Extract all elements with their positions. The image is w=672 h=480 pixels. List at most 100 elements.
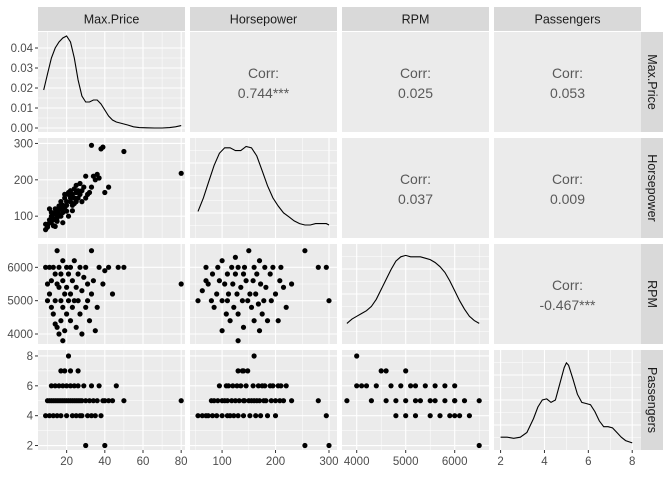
scatter-point — [67, 383, 74, 389]
scatter-point — [223, 311, 229, 317]
scatter-point — [83, 173, 89, 179]
scatter-point — [106, 264, 112, 270]
strip-top-max-price: Max.Price — [38, 7, 185, 31]
scatter-point — [258, 413, 264, 419]
scatter-point — [268, 298, 274, 304]
corr-value: 0.053 — [550, 85, 585, 101]
scatter-point — [267, 271, 273, 277]
scatter-point — [255, 301, 261, 307]
scatter-point — [46, 291, 53, 297]
scatter-point — [219, 298, 225, 304]
panel-background — [38, 138, 185, 238]
scatter-point — [326, 298, 332, 304]
scatter-point — [403, 398, 409, 404]
panel-horsepower-max-price — [38, 138, 185, 238]
scatter-point — [46, 206, 53, 212]
strip-right-passengers: Passengers — [641, 350, 663, 450]
scatter-point — [79, 199, 85, 205]
scatter-point — [432, 383, 438, 389]
scatter-point — [83, 264, 89, 270]
panel-rpm-passengers — [494, 244, 641, 344]
scatter-point — [102, 398, 108, 404]
y-tick-label: 300 — [14, 138, 33, 150]
scatter-point — [46, 413, 53, 419]
scatter-point — [280, 284, 287, 290]
panel-max-price-passengers — [494, 32, 641, 132]
scatter-point — [215, 398, 221, 404]
scatter-point — [58, 318, 64, 324]
strip-background — [641, 32, 663, 132]
x-tick-label: 4 — [541, 456, 548, 468]
scatter-point — [216, 278, 222, 284]
scatter-point — [56, 383, 62, 389]
scatter-point — [88, 413, 95, 419]
scatter-point — [56, 264, 62, 270]
scatter-point — [427, 413, 433, 419]
scatter-point — [272, 291, 279, 297]
scatter-point — [102, 442, 108, 449]
scatter-point — [92, 328, 98, 334]
scatter-point — [354, 353, 360, 359]
scatter-point — [280, 398, 287, 404]
scatter-point — [52, 298, 58, 304]
scatter-point — [52, 321, 58, 327]
scatter-point — [224, 298, 230, 304]
scatter-point — [77, 264, 83, 270]
y-tick-label: 8 — [27, 351, 33, 363]
strip-label: RPM — [645, 280, 659, 308]
scatter-point — [234, 291, 240, 297]
scatter-point — [268, 398, 274, 404]
y-tick-label: 0.04 — [11, 43, 34, 55]
scatter-point — [215, 264, 221, 270]
scatter-point — [79, 288, 85, 294]
scatter-point — [178, 170, 184, 176]
y-tick-label: 4000 — [7, 329, 33, 341]
scatter-point — [73, 324, 79, 330]
panel-background — [342, 138, 489, 238]
scatter-point — [43, 264, 49, 270]
scatter-point — [46, 264, 53, 270]
scatter-point — [315, 264, 321, 270]
corr-value: 0.037 — [398, 191, 433, 207]
scatter-point — [48, 278, 55, 284]
scatter-point — [209, 271, 216, 277]
strip-right-horsepower: Horsepower — [641, 138, 663, 238]
scatter-point — [62, 368, 68, 374]
scatter-point — [254, 271, 260, 277]
scatter-point — [43, 413, 49, 419]
scatter-point — [283, 304, 289, 310]
scatter-point — [323, 413, 329, 419]
scatter-point — [56, 284, 62, 290]
x-tick-label: 100 — [212, 456, 231, 468]
panel-background — [494, 138, 641, 238]
scatter-point — [457, 413, 463, 419]
corr-value: 0.009 — [550, 191, 585, 207]
density-line-rpm — [346, 254, 480, 324]
scatter-point — [102, 189, 108, 196]
scatter-point — [476, 442, 482, 449]
corr-value: -0.467*** — [539, 297, 596, 313]
panel-background — [342, 32, 489, 132]
scatter-point — [245, 368, 251, 374]
scatter-point — [359, 383, 365, 389]
panel-horsepower-horsepower — [190, 138, 337, 238]
scatter-point — [86, 189, 93, 196]
scatter-point — [235, 311, 241, 317]
scatter-point — [73, 413, 79, 419]
corr-label: Corr: — [400, 171, 431, 187]
scatter-point — [86, 398, 93, 404]
scatter-point — [81, 184, 87, 190]
corr-label: Corr: — [552, 277, 583, 293]
scatter-point — [98, 413, 104, 419]
scatter-point — [65, 271, 72, 277]
scatter-point — [54, 218, 60, 224]
scatter-point — [263, 284, 269, 290]
scatter-point — [60, 304, 66, 310]
y-tick-label: 0.03 — [11, 63, 33, 75]
x-tick-label: 200 — [266, 456, 285, 468]
scatter-point — [373, 383, 379, 389]
scatter-point — [323, 264, 329, 270]
scatter-point — [230, 383, 236, 389]
scatter-point — [289, 281, 295, 287]
